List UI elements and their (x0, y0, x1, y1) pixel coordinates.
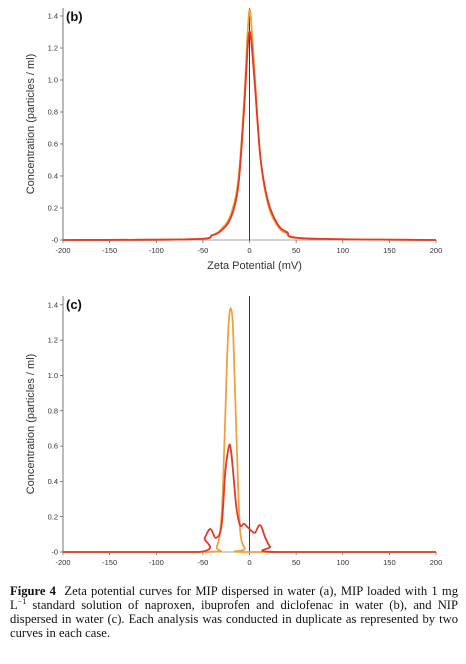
x-tick-label: 0 (247, 246, 251, 255)
y-tick-label: 1.0 (48, 371, 58, 380)
y-tick-label: 1.4 (48, 300, 58, 309)
y-tick-label: 0.6 (48, 442, 58, 451)
y-tick-label: 0.4 (48, 477, 58, 486)
chart-panel-b: -0 0.2 0.4 0.6 0.8 1.0 1.2 1.4 -200 -150 -100 -50 0 5… (25, 8, 442, 272)
x-tick-label: 150 (383, 246, 396, 255)
y-tick-label: 1.2 (48, 336, 58, 345)
x-axis-title: Zeta Potential (mV) (207, 260, 302, 272)
caption-text-1: Zeta potential curves for MIP dispersed … (10, 584, 459, 612)
y-tick-label: 0.4 (48, 172, 58, 181)
x-tick-label: 100 (336, 558, 349, 567)
x-tick-label: -50 (197, 246, 208, 255)
y-tick-label: 0.2 (48, 204, 58, 213)
series-line-2 (63, 443, 436, 553)
x-tick-label: -50 (197, 558, 208, 567)
x-tick-label: 0 (247, 558, 251, 567)
x-tick-label: 200 (430, 246, 443, 255)
series-line-2 (62, 30, 437, 241)
x-tick-label: -100 (149, 558, 164, 567)
y-axis-title: Concentration (particles / ml) (25, 54, 37, 195)
caption-superscript: −1 (17, 596, 27, 606)
figure: -0 0.2 0.4 0.6 0.8 1.0 1.2 1.4 -200 -150 -100 -50 0 5… (25, 8, 442, 567)
y-tick-label: -0 (51, 548, 58, 557)
x-tick-label: 150 (383, 558, 396, 567)
y-axis-title: Concentration (particles / ml) (25, 354, 37, 495)
panel-label: (b) (66, 9, 83, 24)
caption-text-2: standard solution of naproxen, ibuprofen… (10, 598, 458, 640)
x-tick-label: 50 (292, 558, 300, 567)
x-tick-label: -200 (55, 558, 70, 567)
figure-caption: Figure 4 Zeta potential curves for MIP d… (10, 584, 458, 640)
panel-label: (c) (66, 297, 82, 312)
y-tick-label: 1.0 (48, 76, 58, 85)
y-tick-label: 1.4 (48, 12, 58, 21)
x-tick-label: 200 (430, 558, 443, 567)
x-tick-label: 50 (292, 246, 300, 255)
series-line-1 (63, 307, 436, 553)
x-tick-label: -200 (55, 246, 70, 255)
x-tick-label: -100 (149, 246, 164, 255)
y-tick-label: 0.6 (48, 140, 58, 149)
y-tick-label: 0.8 (48, 108, 58, 117)
y-tick-label: 0.2 (48, 512, 58, 521)
figure-label: Figure 4 (10, 584, 56, 598)
chart-panel-c: -0 0.2 0.4 0.6 0.8 1.0 1.2 1.4 -200 -150 -100 -50 0 5… (25, 296, 442, 567)
y-tick-label: 0.8 (48, 406, 58, 415)
x-tick-label: 100 (336, 246, 349, 255)
x-tick-label: -150 (102, 246, 117, 255)
x-tick-label: -150 (102, 558, 117, 567)
y-tick-label: -0 (51, 236, 58, 245)
y-tick-label: 1.2 (48, 44, 58, 53)
